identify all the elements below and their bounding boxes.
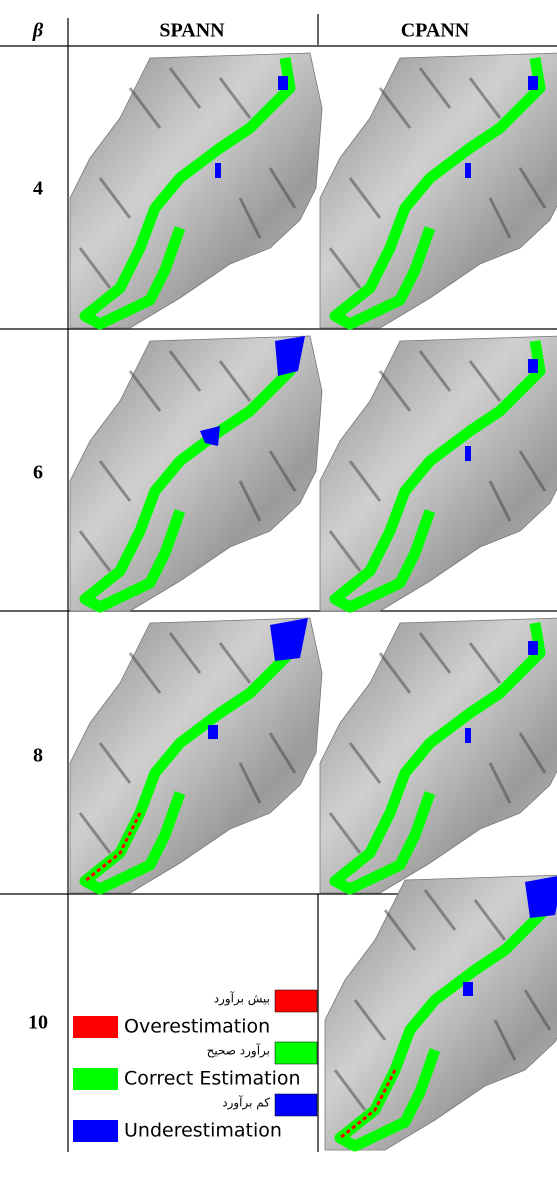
map-image [70, 53, 322, 328]
map-image [320, 53, 557, 328]
map-image [325, 875, 557, 1150]
row-label: 10 [28, 1012, 48, 1034]
legend-fa: بیش برآورد [214, 991, 270, 1007]
header-spann: SPANN [159, 20, 225, 42]
header-cpann: CPANN [401, 20, 470, 42]
legend-swatch [275, 1042, 317, 1064]
map-image [320, 618, 557, 893]
legend-swatch [275, 990, 317, 1012]
map-image [70, 618, 322, 893]
map-image [320, 336, 557, 611]
legend-en: Correct Estimation [124, 1068, 301, 1090]
map-image [70, 336, 322, 611]
legend-swatch [73, 1016, 118, 1038]
row-label: 4 [33, 178, 43, 200]
figure: β SPANN CPANN 4 6 8 10 بیش برآورد Overes… [0, 0, 557, 1180]
legend-fa: برآورد صحیح [207, 1043, 270, 1059]
row-label: 8 [33, 745, 43, 767]
legend-en: Underestimation [124, 1120, 282, 1142]
legend-en: Overestimation [124, 1016, 270, 1038]
legend-swatch [73, 1068, 118, 1090]
header-beta: β [32, 20, 44, 42]
legend-swatch [73, 1120, 118, 1142]
legend-swatch [275, 1094, 317, 1116]
row-label: 6 [33, 462, 43, 484]
legend-fa: کم برآورد [222, 1095, 270, 1111]
